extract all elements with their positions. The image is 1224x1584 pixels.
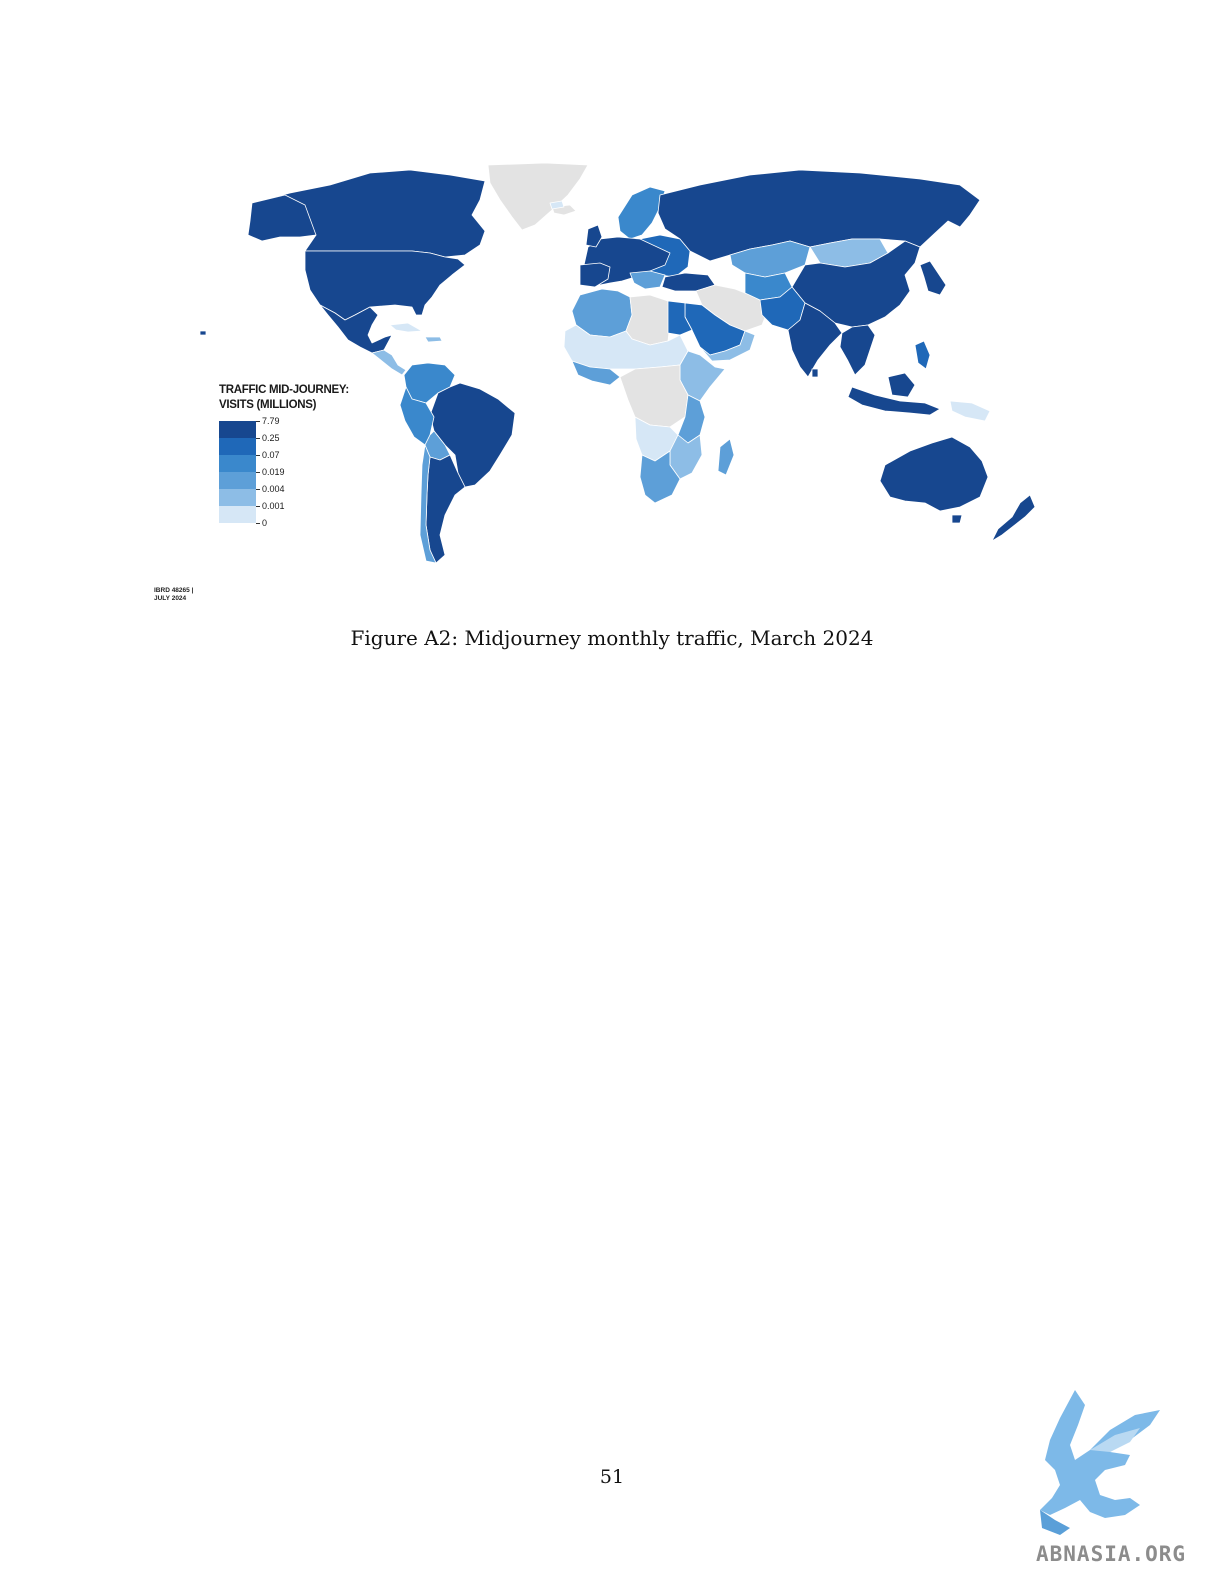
- uk: [585, 224, 603, 248]
- legend-title-line1: TRAFFIC MID-JOURNEY:: [219, 384, 349, 396]
- legend-label-3: 0.07: [262, 450, 280, 460]
- chile: [419, 444, 437, 564]
- sri-lanka: [811, 368, 819, 378]
- philippines: [914, 340, 931, 370]
- legend-label-5: 0.004: [262, 484, 285, 494]
- yemen-oman: [699, 330, 756, 362]
- alaska: [247, 194, 317, 242]
- legend-swatch-6: [219, 506, 256, 523]
- legend-title-line2: VISITS (MILLIONS): [219, 399, 317, 411]
- map-id-line1: IBRD 48265 |: [154, 587, 194, 594]
- legend-label-4: 0.019: [262, 467, 285, 477]
- legend-tick: [256, 472, 260, 473]
- legend-label-6: 0.001: [262, 501, 285, 511]
- indonesia: [847, 386, 941, 416]
- papua: [949, 400, 991, 422]
- world-map: [199, 162, 1036, 564]
- page-number: 51: [599, 1466, 625, 1488]
- libya-region: [625, 294, 671, 346]
- legend-tick: [256, 506, 260, 507]
- australia: [879, 436, 989, 512]
- legend-tick: [256, 438, 260, 439]
- tasmania: [951, 514, 963, 524]
- figure-caption: Figure A2: Midjourney monthly traffic, M…: [350, 626, 874, 650]
- abnasia-logo: ABNASIA.ORG: [1030, 1380, 1210, 1575]
- legend-tick: [256, 489, 260, 490]
- caribbean-islands: [424, 336, 443, 343]
- india: [787, 302, 843, 378]
- legend-tick: [256, 421, 260, 422]
- legend-label-2: 0.25: [262, 433, 280, 443]
- logo-text: ABNASIA.ORG: [1036, 1542, 1187, 1566]
- russia: [657, 169, 981, 262]
- balkans: [629, 270, 666, 290]
- madagascar: [717, 438, 735, 476]
- greenland: [487, 162, 589, 231]
- legend-title: TRAFFIC MID-JOURNEY: VISITS (MILLIONS): [219, 383, 359, 413]
- scandinavia: [617, 186, 666, 240]
- cuba: [389, 322, 423, 333]
- legend-tick: [256, 455, 260, 456]
- world-map-figure: TRAFFIC MID-JOURNEY: VISITS (MILLIONS) 7…: [140, 155, 1080, 615]
- south-africa: [639, 450, 681, 504]
- mexico: [319, 304, 393, 354]
- central-america: [371, 349, 407, 376]
- legend-swatch-1: [219, 421, 256, 438]
- hawaii: [199, 330, 207, 336]
- griffin-logo-icon: [1040, 1390, 1160, 1535]
- legend-tick: [256, 523, 260, 524]
- southeast-asia: [839, 324, 876, 376]
- legend-swatch-5: [219, 489, 256, 506]
- egypt: [667, 300, 693, 336]
- new-zealand: [991, 494, 1036, 542]
- borneo: [887, 372, 916, 398]
- map-id-line2: JULY 2024: [154, 595, 187, 602]
- central-africa: [619, 364, 689, 428]
- korea-japan: [919, 260, 947, 296]
- legend-swatch-2: [219, 438, 256, 455]
- map-id: IBRD 48265 | JULY 2024: [154, 587, 193, 603]
- iberia: [579, 262, 611, 288]
- legend-label-1: 7.79: [262, 416, 280, 426]
- legend-swatch-3: [219, 455, 256, 472]
- svalbard: [549, 200, 565, 210]
- west-africa-coast: [571, 360, 621, 386]
- legend-swatch-4: [219, 472, 256, 489]
- map-legend: TRAFFIC MID-JOURNEY: VISITS (MILLIONS) 7…: [219, 383, 359, 531]
- legend-label-7: 0: [262, 518, 268, 528]
- legend-scale: 7.79 0.25 0.07 0.019 0.004 0.001 0: [219, 416, 309, 531]
